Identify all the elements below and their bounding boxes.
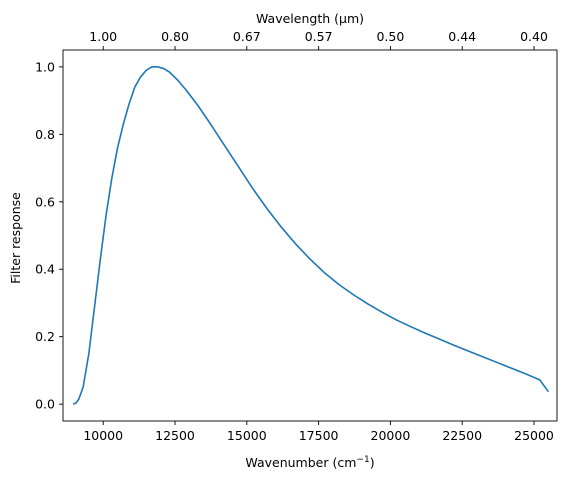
plot-area-frame xyxy=(62,49,558,422)
series-line-filter-response xyxy=(72,66,550,405)
y-axis-ticks: 0.0 0.2 0.4 0.6 0.8 1.0 xyxy=(35,59,63,412)
x-tick-label: 10000 xyxy=(83,428,123,443)
top-tick-label: 0.44 xyxy=(448,29,476,44)
top-axis-ticks: 1.00 0.80 0.67 0.57 0.50 0.44 0.40 xyxy=(89,29,548,50)
top-tick-label: 0.57 xyxy=(305,29,333,44)
x-tick-label: 12500 xyxy=(155,428,195,443)
y-tick-label: 0.0 xyxy=(35,397,55,412)
y-axis-label: Filter response xyxy=(8,192,23,284)
top-axis-label: Wavelength (μm) xyxy=(256,11,364,26)
y-tick-label: 0.2 xyxy=(35,329,55,344)
x-tick-label: 17500 xyxy=(299,428,339,443)
x-axis-label: Wavenumber (cm−1) xyxy=(245,455,374,470)
x-tick-label: 20000 xyxy=(371,428,411,443)
top-tick-label: 0.80 xyxy=(161,29,189,44)
x-tick-label: 22500 xyxy=(442,428,482,443)
x-tick-label: 25000 xyxy=(514,428,554,443)
top-tick-label: 0.67 xyxy=(233,29,261,44)
y-tick-label: 0.4 xyxy=(35,262,55,277)
y-tick-label: 1.0 xyxy=(35,59,55,74)
top-tick-label: 1.00 xyxy=(89,29,117,44)
x-axis-ticks: 10000 12500 15000 17500 20000 22500 25000 xyxy=(83,421,554,443)
top-tick-label: 0.40 xyxy=(520,29,548,44)
y-tick-label: 0.6 xyxy=(35,194,55,209)
top-tick-label: 0.50 xyxy=(376,29,404,44)
y-tick-label: 0.8 xyxy=(35,127,55,142)
x-tick-label: 15000 xyxy=(227,428,267,443)
